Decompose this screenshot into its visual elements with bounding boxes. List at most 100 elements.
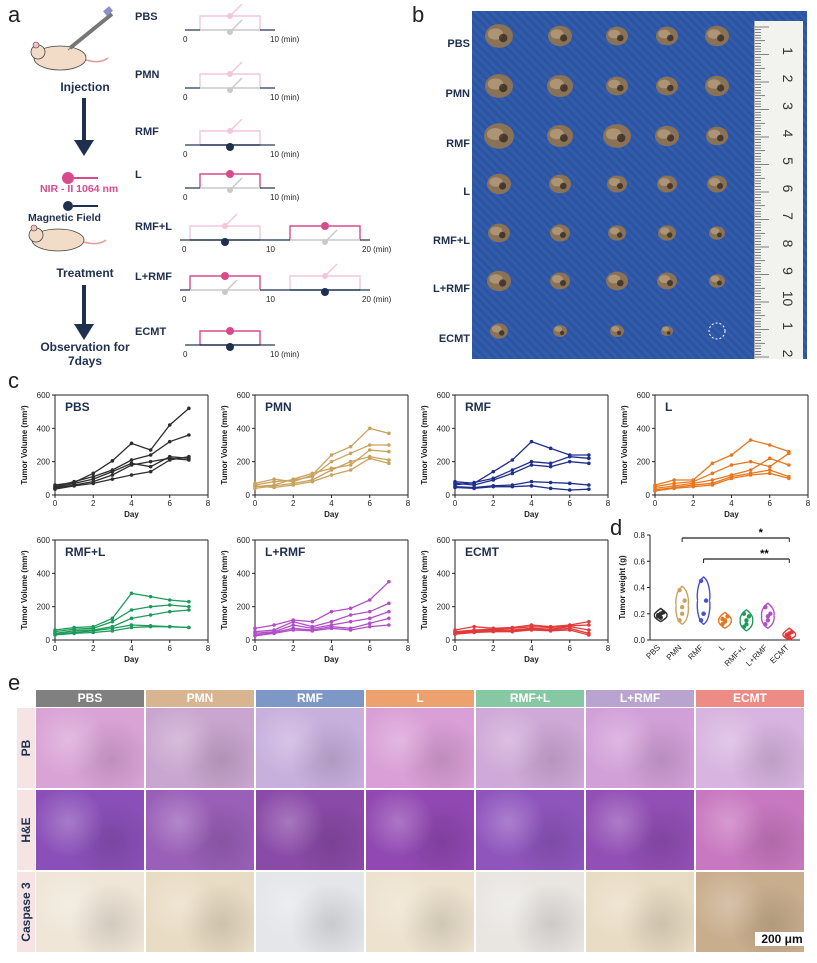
histology-column-1: PMN bbox=[146, 690, 254, 707]
chart-3: 0 200 400 600 0 2 4 6 8 Day Tumor Volume (mm³) L bbox=[620, 391, 811, 519]
switch-schedules: PBS 0 10 (min) PMN 0 10 (min) RMF 0 10 (min) L 0 10… bbox=[135, 3, 392, 359]
data-point bbox=[767, 456, 772, 461]
data-point bbox=[148, 604, 153, 609]
tumor-dark-2-4 bbox=[717, 134, 724, 142]
y-axis-label: Tumor Volume (mm³) bbox=[620, 405, 629, 485]
data-point bbox=[291, 483, 296, 487]
chart-title: RMF bbox=[465, 400, 491, 414]
data-point bbox=[329, 609, 334, 614]
xtick-label: 0 bbox=[253, 644, 258, 653]
data-point bbox=[710, 478, 715, 482]
tumor-dark-4-1 bbox=[560, 232, 566, 238]
chart-4: 0 200 400 600 0 2 4 6 8 Day Tumor Volume (mm³) RMF+… bbox=[20, 536, 211, 664]
y-axis-label: Tumor weight (g) bbox=[618, 555, 627, 620]
violin-point bbox=[658, 615, 663, 620]
violin-point bbox=[679, 604, 685, 610]
data-point bbox=[129, 463, 134, 467]
x-category-label-1: PMN bbox=[665, 643, 684, 662]
histology-image-2-3 bbox=[366, 872, 474, 952]
nir-off-dot-4 bbox=[222, 223, 228, 229]
tumor-hl-0-1 bbox=[550, 29, 564, 39]
tumor-hl-3-1 bbox=[551, 177, 564, 187]
ytick-label: 0 bbox=[246, 491, 251, 500]
t10-2: 10 (min) bbox=[270, 150, 300, 159]
data-point bbox=[272, 485, 276, 490]
data-point bbox=[367, 426, 372, 431]
violin-point bbox=[787, 635, 792, 640]
violin-point bbox=[741, 611, 747, 616]
histology-image-1-2 bbox=[256, 790, 364, 870]
data-point bbox=[329, 453, 334, 457]
xtick-label: 8 bbox=[606, 499, 611, 508]
violin-2 bbox=[696, 576, 711, 626]
ytick-label: 400 bbox=[237, 424, 251, 433]
violin-point bbox=[763, 604, 768, 610]
xtick-label: 8 bbox=[606, 644, 611, 653]
tumor-dark-4-4 bbox=[717, 232, 722, 238]
nir-on-icon-6 bbox=[226, 327, 234, 335]
data-point bbox=[672, 486, 676, 491]
xtick-label: 4 bbox=[729, 499, 734, 508]
group-label-4: RMF+L bbox=[135, 221, 172, 233]
series-line-3 bbox=[54, 457, 189, 489]
group-label-0: PBS bbox=[135, 11, 158, 23]
tumor-dark-0-4 bbox=[717, 34, 725, 42]
series-line-1 bbox=[254, 602, 390, 633]
tumor-hl-1-3 bbox=[658, 79, 671, 89]
data-point bbox=[53, 487, 57, 491]
data-point bbox=[348, 459, 353, 464]
data-point bbox=[348, 451, 353, 456]
mag-off-dot-5 bbox=[222, 289, 228, 295]
xtick-label: 6 bbox=[568, 644, 573, 653]
tumor-hl-5-1 bbox=[552, 275, 563, 283]
data-point bbox=[453, 481, 457, 486]
tumor-dark-2-1 bbox=[560, 134, 568, 142]
data-point bbox=[91, 630, 96, 635]
data-point bbox=[253, 634, 257, 638]
tumor-photo: 1 2 3 4 5 6 7 8 9 10 1 2 bbox=[472, 11, 807, 359]
xtick-label: 4 bbox=[329, 644, 334, 653]
data-point bbox=[253, 486, 257, 491]
xtick-label: 0 bbox=[253, 499, 258, 508]
ruler-number-1: 2 bbox=[780, 75, 796, 83]
series-line-4 bbox=[454, 629, 590, 636]
x-axis-label: Day bbox=[124, 510, 139, 519]
violin-point bbox=[682, 598, 687, 603]
ytick-label: 400 bbox=[237, 569, 251, 578]
ruler-number-3: 4 bbox=[780, 130, 796, 138]
data-point bbox=[472, 486, 476, 491]
y-axis-label: Tumor Volume (mm³) bbox=[220, 550, 229, 630]
series-line-0 bbox=[254, 427, 390, 484]
data-point bbox=[567, 628, 572, 632]
violin-point bbox=[765, 618, 771, 623]
tumor-hl-5-2 bbox=[608, 274, 621, 284]
series-line-2 bbox=[454, 461, 589, 486]
xtick-label: 4 bbox=[329, 499, 334, 508]
histology-image-0-5 bbox=[586, 708, 694, 788]
data-point bbox=[129, 608, 134, 612]
data-point bbox=[587, 623, 591, 627]
ruler-number-7: 8 bbox=[780, 240, 796, 248]
series-line-0 bbox=[54, 592, 189, 631]
t10-3: 10 (min) bbox=[270, 193, 300, 202]
tumor-dark-0-0 bbox=[499, 33, 508, 43]
data-point bbox=[548, 464, 553, 469]
chart-title: L bbox=[665, 400, 672, 414]
series-line-1 bbox=[454, 456, 589, 486]
data-point bbox=[748, 459, 753, 464]
xtick-label: 2 bbox=[691, 499, 696, 508]
tumor-hl-3-4 bbox=[709, 178, 720, 186]
data-point bbox=[510, 484, 515, 489]
series-line-1 bbox=[54, 434, 190, 488]
xtick-label: 0 bbox=[53, 499, 58, 508]
histology-image-2-6 bbox=[696, 872, 804, 952]
xtick-label: 8 bbox=[206, 644, 211, 653]
data-point bbox=[548, 629, 553, 633]
ruler-number-10: 1 bbox=[780, 322, 796, 330]
data-point bbox=[672, 481, 676, 486]
ytick-label: 600 bbox=[437, 391, 451, 400]
row-label-text: PB bbox=[19, 739, 33, 757]
ytick-label: 0 bbox=[646, 491, 651, 500]
histology-image-1-6 bbox=[696, 790, 804, 870]
tumor-hl-2-4 bbox=[708, 129, 721, 139]
